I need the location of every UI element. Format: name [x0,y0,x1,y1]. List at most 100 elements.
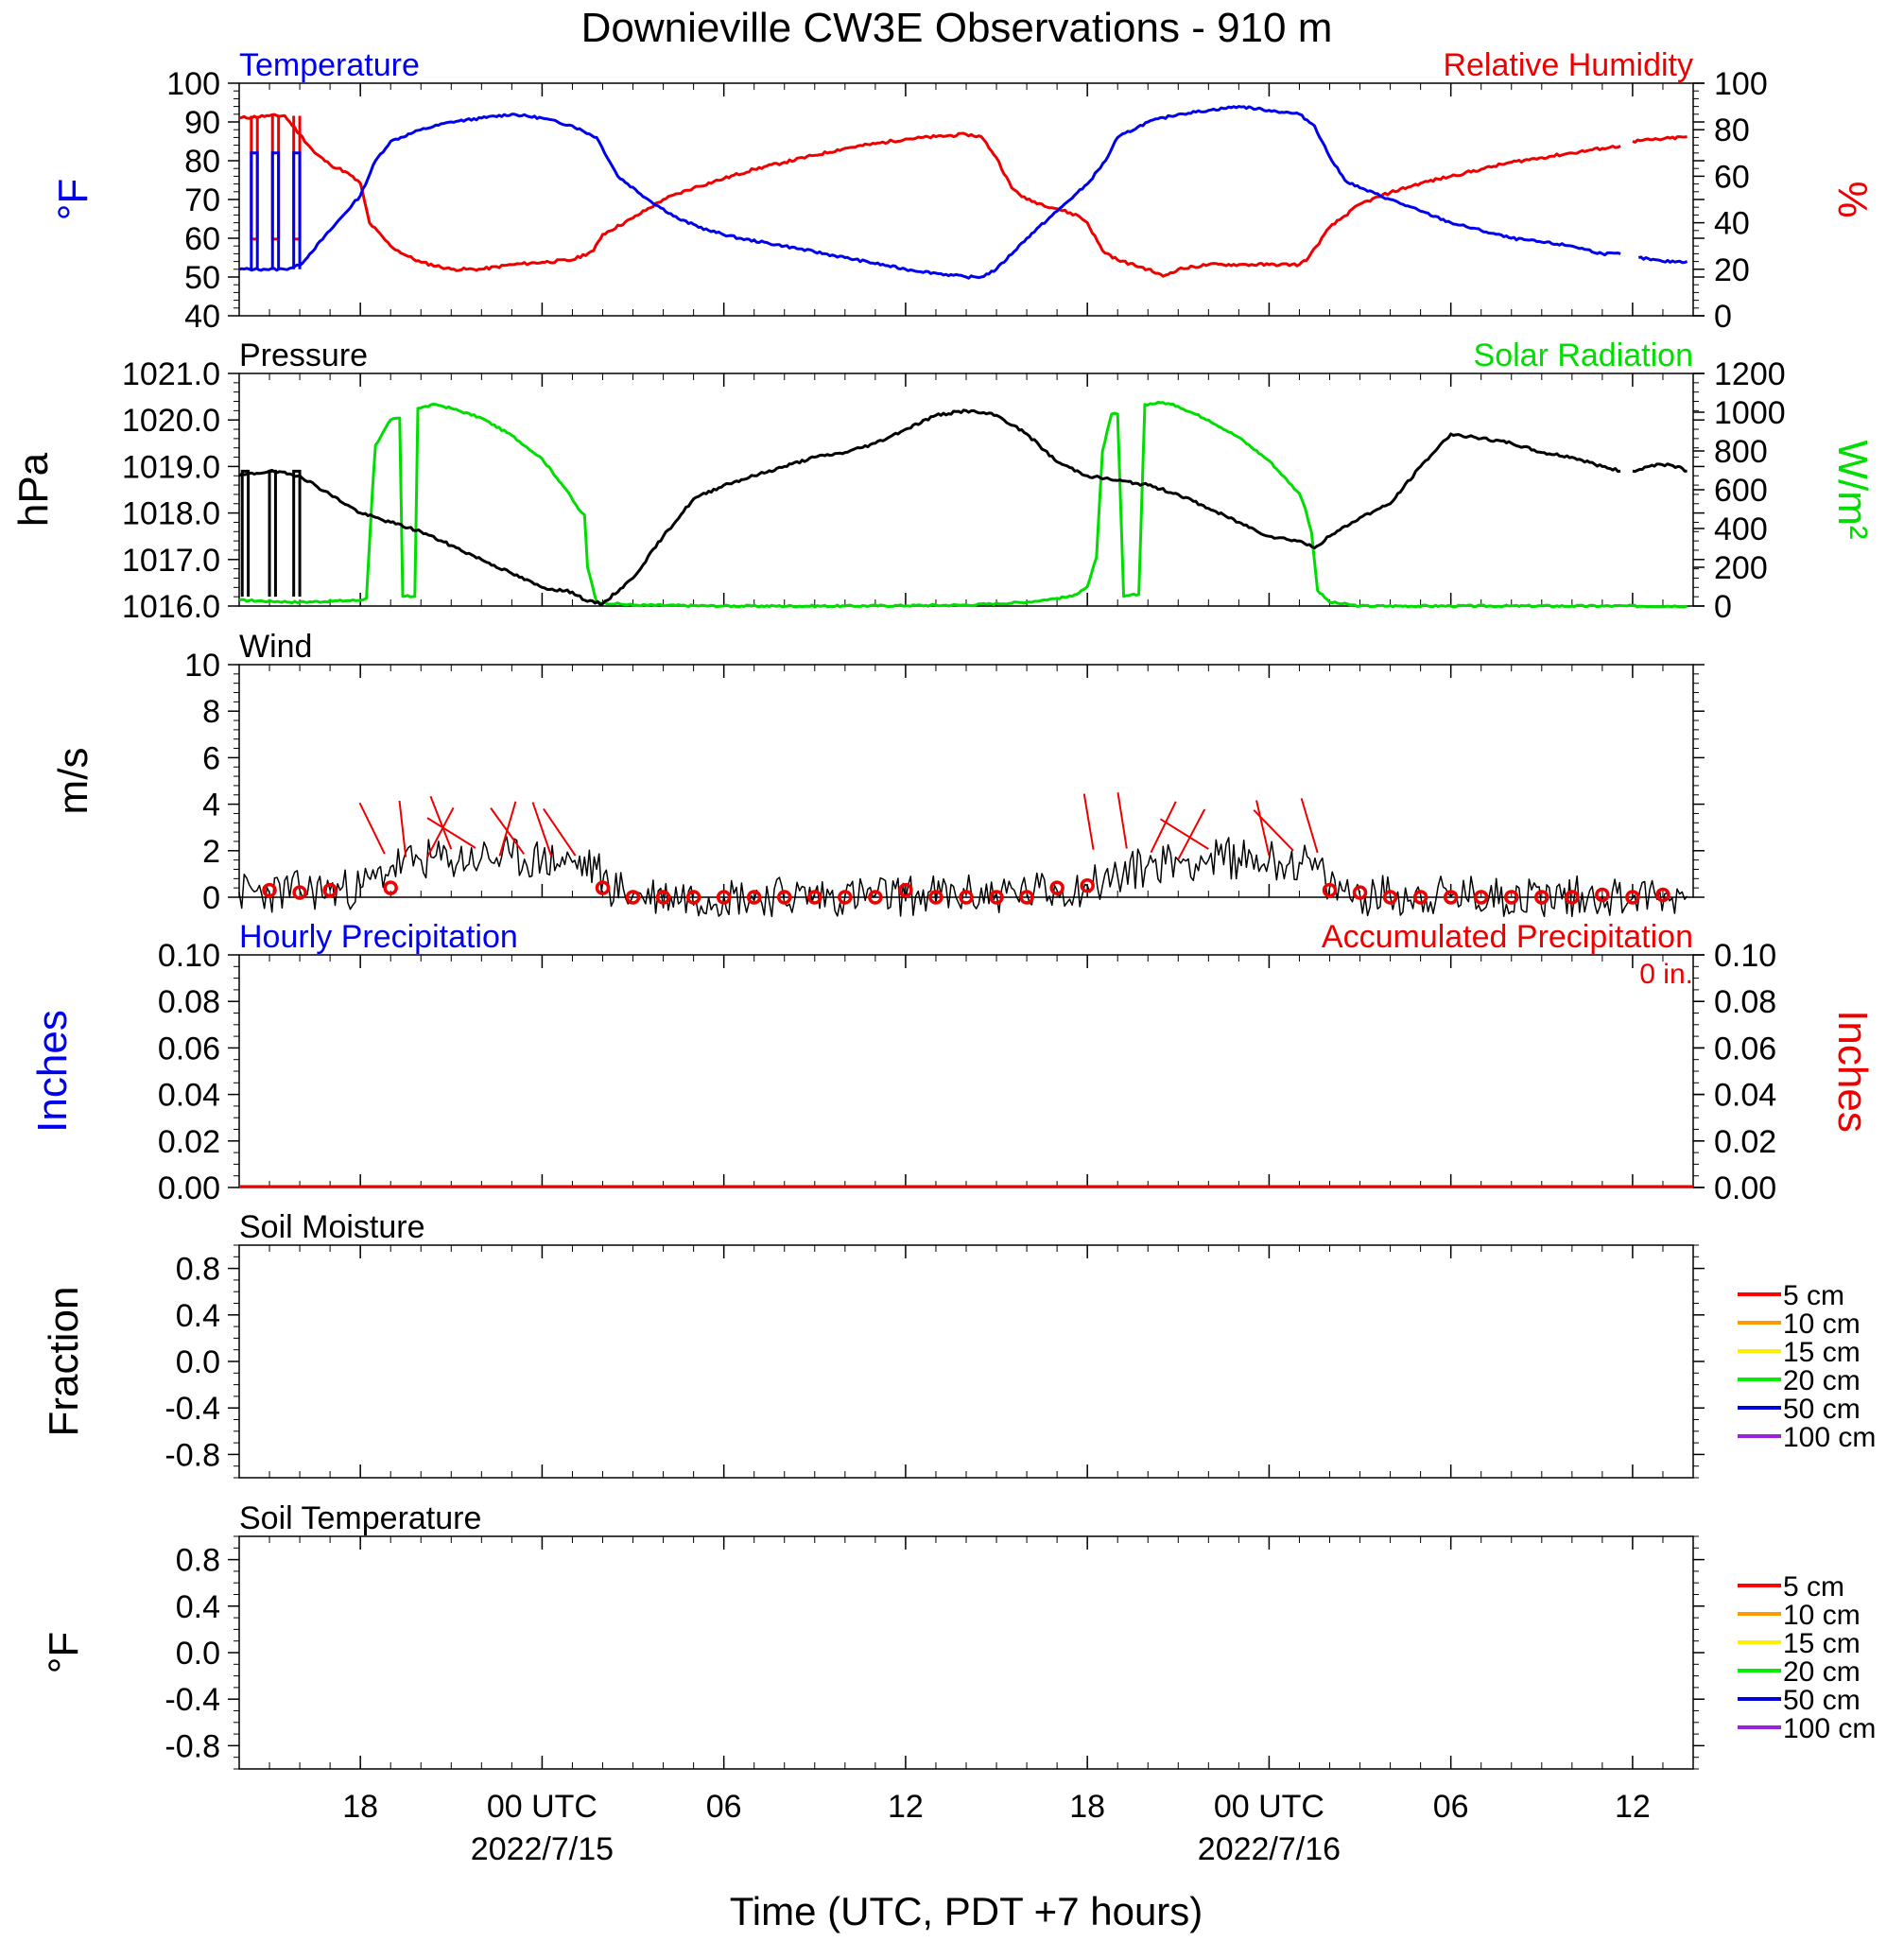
legend-label: 20 cm [1783,1365,1861,1396]
humidity-line [1632,135,1688,144]
wind-barb [425,806,455,858]
y-tick-label-left: 100 [166,66,220,102]
wind-barb [490,807,526,855]
wind-calm-marker [685,890,701,905]
y-tick-label-right: 1000 [1714,395,1786,431]
y-tick-label-left: -0.8 [164,1437,220,1473]
pressure-dropout [292,469,302,598]
y-tick-label-left: 1020.0 [122,403,220,439]
y-axis-unit-left: °F [41,1632,87,1673]
chart-title: Downieville CW3E Observations - 910 m [581,5,1333,51]
y-tick-label-right: 1200 [1714,356,1786,392]
x-tick-date-label: 2022/7/16 [1198,1831,1341,1867]
y-tick-label-left: 0.4 [176,1298,220,1334]
wind-calm-marker [1049,880,1065,895]
y-tick-label-left: 0.0 [176,1636,220,1672]
legend-label: 100 cm [1783,1422,1876,1453]
wind-barb [1255,800,1271,857]
y-tick-label-left: 90 [184,105,220,141]
x-tick-label: 00 UTC [487,1789,597,1825]
y-tick-label-left: 1017.0 [122,543,220,579]
wind-calm-marker [262,882,277,898]
y-tick-label-left: 1019.0 [122,449,220,485]
x-tick-label: 12 [1615,1789,1651,1825]
temperature-line [238,105,1621,280]
y-tick-label-left: 0.4 [176,1589,220,1625]
legend-label: 5 cm [1783,1280,1844,1311]
wind-barb [426,817,476,849]
y-tick-label-right: 20 [1714,252,1750,288]
wind-calm-marker [898,882,913,898]
wind-barb [1300,798,1319,854]
temperature-dropout [250,151,259,269]
y-tick-label-left: 70 [184,182,220,218]
panel-wind: 0 2 4 6 8 10 Wind m/s [50,629,1705,918]
wind-calm-marker [1443,890,1459,905]
y-tick-label-left: 0.08 [158,984,220,1020]
panel-frame [238,954,1694,1188]
wind-calm-marker [838,890,853,905]
panel-soil_moisture: Soil Moisture Fraction -0.8 -0.4 0.0 0.4 0.8 5 … [41,1209,1876,1479]
y-tick-label-right: 80 [1714,113,1750,148]
wind-barb [498,801,517,857]
panel-title-left: Pressure [239,338,368,373]
y-tick-label-left: 1018.0 [122,496,220,532]
wind-calm-marker [655,890,671,905]
humidity-line [238,113,1621,278]
y-tick-label-left: 0.10 [158,938,220,974]
wind-calm-marker [595,880,611,895]
y-tick-label-left: 0.8 [176,1543,220,1579]
y-tick-label-right: 0 [1714,299,1732,335]
y-tick-label-right: 400 [1714,511,1768,547]
panel-title-left: Wind [239,629,312,665]
pressure-dropout [268,469,277,598]
y-axis-unit-left: Inches [29,1010,76,1133]
wind-barb [429,795,453,850]
wind-barb [531,802,552,857]
legend-label: 15 cm [1783,1337,1861,1368]
wind-calm-marker [322,882,338,898]
legend-label: 15 cm [1783,1628,1861,1659]
y-tick-label-right: 600 [1714,473,1768,509]
wind-calm-marker [989,890,1004,905]
y-tick-label-left: 2 [202,834,220,870]
wind-calm-marker [1625,890,1640,905]
temperature-line [1637,255,1688,265]
accumulated-total-label: 0 in. [1639,959,1693,990]
wind-calm-marker [625,890,641,905]
y-tick-label-left: 80 [184,144,220,180]
panel-precip: 0.00 0.02 0.04 0.06 0.08 0.10 0.00 0.02 0.04 0.06… [29,919,1876,1206]
y-tick-label-right: 0 [1714,589,1732,625]
wind-calm-marker [1412,890,1428,905]
wind-barb [1253,809,1294,852]
panel-title-left: Hourly Precipitation [239,919,518,955]
pressure-dropout [240,469,251,598]
x-tick-date-label: 2022/7/15 [471,1831,614,1867]
y-tick-label-left: 8 [202,694,220,730]
y-tick-label-right: 0.06 [1714,1031,1776,1066]
panel-soil_temp: Soil Temperature°F-0.8-0.40.00.40.85 cm1… [41,1500,1876,1770]
y-tick-label-left: 4 [202,788,220,823]
wind-barb [1082,793,1095,850]
y-tick-label-right: 800 [1714,434,1768,470]
panel-title-left: Soil Moisture [239,1209,425,1245]
wind-calm-marker [383,880,398,895]
wind-calm-marker [1352,885,1368,900]
panel-pressure_solar: 1016.0 1017.0 1018.0 1019.0 1020.0 1021.0 0200… [10,338,1876,625]
y-tick-label-left: 10 [184,648,220,684]
y-axis-unit-right: W/m² [1829,440,1876,539]
y-tick-label-right: 0.02 [1714,1124,1776,1160]
wind-calm-marker [1534,890,1549,905]
wind-calm-marker [868,890,883,905]
y-tick-label-right: 60 [1714,159,1750,195]
legend-label: 20 cm [1783,1656,1861,1688]
legend-label: 10 cm [1783,1308,1861,1340]
wind-speed-line [238,836,1688,918]
y-tick-label-right: 0.00 [1714,1170,1776,1206]
solar-radiation-line [238,401,1688,609]
pressure-line [238,408,1621,606]
wind-calm-marker [959,890,974,905]
y-tick-label-left: -0.4 [164,1682,220,1718]
